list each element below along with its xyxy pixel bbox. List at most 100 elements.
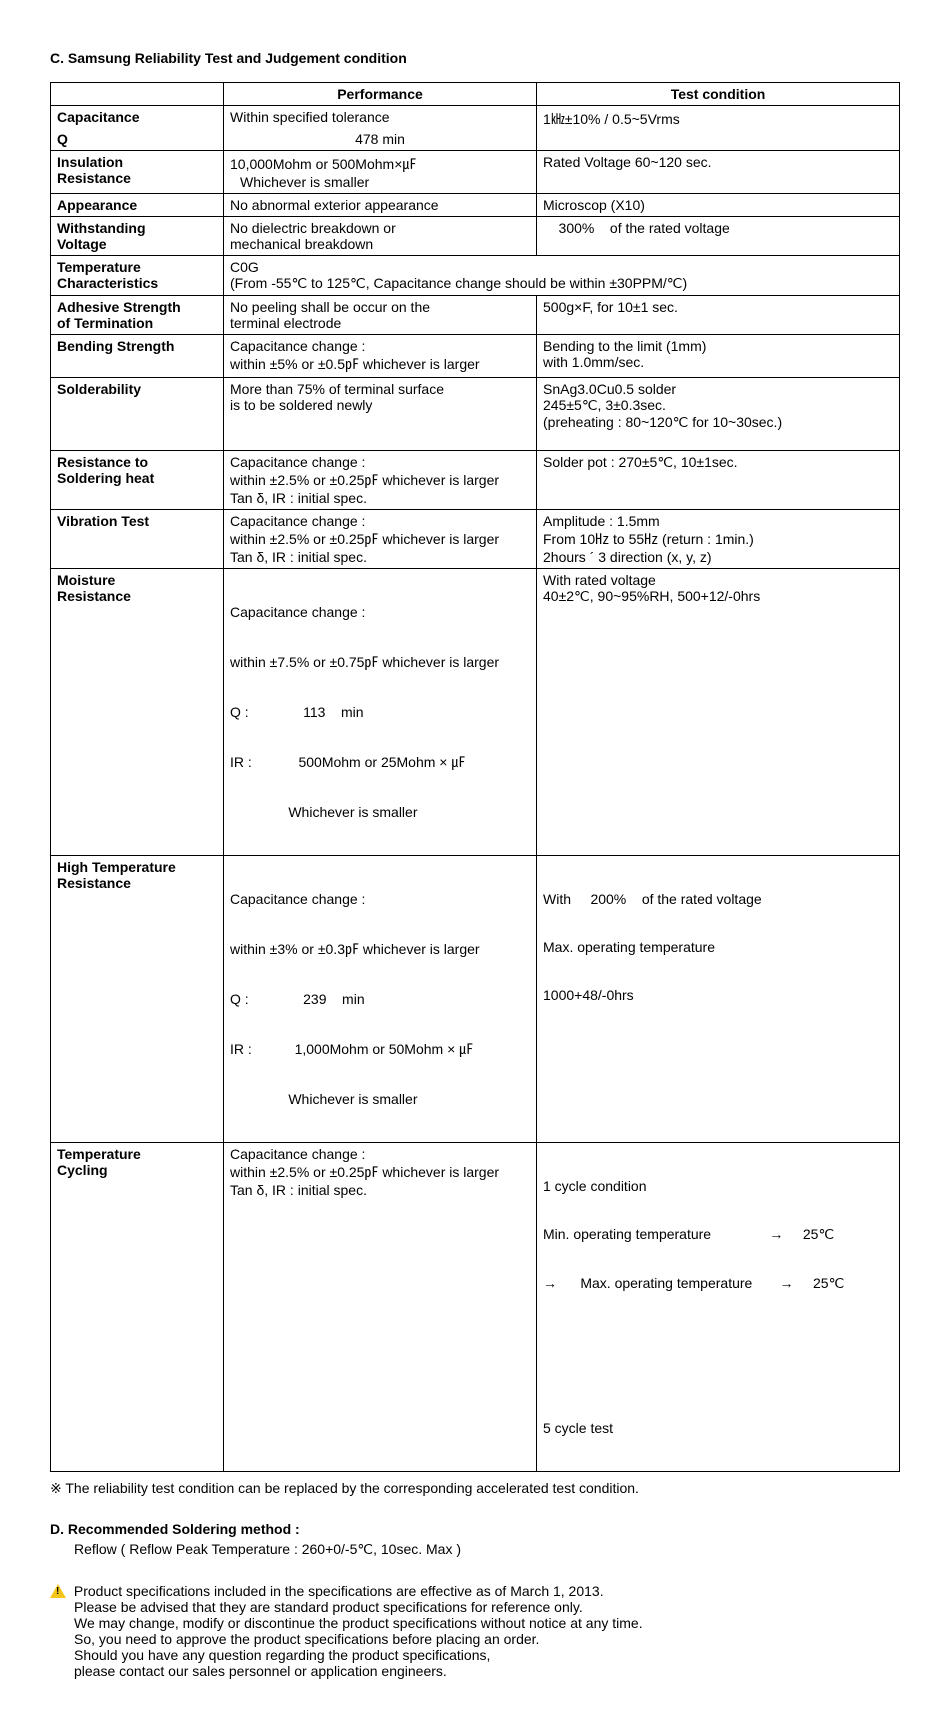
label-line: Resistance <box>57 170 217 186</box>
perf-line: Tan δ, IR : initial spec. <box>230 549 530 565</box>
test-line: 5 cycle test <box>543 1420 893 1436</box>
perf-line: Whichever is smaller <box>230 1091 530 1107</box>
test-line: with 1.0mm/sec. <box>543 354 893 370</box>
row-perf: Capacitance change : within ±3% or ±0.3㎊… <box>224 856 537 1143</box>
row-label: Vibration Test <box>51 510 224 569</box>
test-line: With 200% of the rated voltage <box>543 891 893 907</box>
row-perf: Capacitance change : within ±2.5% or ±0.… <box>224 510 537 569</box>
header-test-condition: Test condition <box>537 83 900 106</box>
row-test: Rated Voltage 60~120 sec. <box>537 151 900 194</box>
perf-line: 10,000Mohm or 500Mohm×㎌ <box>230 154 530 174</box>
test-line: From 10㎐ to 55㎐ (return : 1min.) <box>543 529 893 549</box>
row-label: Temperature Characteristics <box>51 256 224 296</box>
row-test: With rated voltage 40±2℃, 90~95%RH, 500+… <box>537 569 900 856</box>
warning-line: We may change, modify or discontinue the… <box>74 1615 900 1631</box>
label-line: Insulation <box>57 154 217 170</box>
table-row: Resistance to Soldering heat Capacitance… <box>51 451 900 510</box>
perf-line: within ±2.5% or ±0.25㎊ whichever is larg… <box>230 1162 530 1182</box>
perf-line: Tan δ, IR : initial spec. <box>230 1182 530 1198</box>
row-test: 300% of the rated voltage <box>537 217 900 256</box>
test-line: 1000+48/-0hrs <box>543 987 893 1003</box>
row-test: Microscop (X10) <box>537 194 900 217</box>
perf-line: IR : 500Mohm or 25Mohm × ㎌ <box>230 752 530 772</box>
label-line: Resistance <box>57 875 217 891</box>
table-row: Moisture Resistance Capacitance change :… <box>51 569 900 856</box>
test-line: SnAg3.0Cu0.5 solder <box>543 381 893 397</box>
row-label: Moisture Resistance <box>51 569 224 856</box>
header-performance: Performance <box>224 83 537 106</box>
header-blank <box>51 83 224 106</box>
table-row: High Temperature Resistance Capacitance … <box>51 856 900 1143</box>
perf-line: within ±3% or ±0.3㎊ whichever is larger <box>230 939 530 959</box>
label-line: Temperature <box>57 259 217 275</box>
perf-line <box>230 413 530 429</box>
label-line: Voltage <box>57 236 217 252</box>
table-row: Solderability More than 75% of terminal … <box>51 378 900 451</box>
section-d-body: Reflow ( Reflow Peak Temperature : 260+0… <box>74 1541 900 1558</box>
row-test: Solder pot : 270±5℃, 10±1sec. <box>537 451 900 510</box>
warning-text: Product specifications included in the s… <box>74 1583 604 1599</box>
table-row: Insulation Resistance 10,000Mohm or 500M… <box>51 151 900 194</box>
perf-line: Capacitance change : <box>230 891 530 907</box>
reliability-note: ※ The reliability test condition can be … <box>50 1480 900 1497</box>
table-row: Withstanding Voltage No dielectric break… <box>51 217 900 256</box>
row-label: Q <box>51 128 224 151</box>
perf-line: Capacitance change : <box>230 338 530 354</box>
row-label: Adhesive Strength of Termination <box>51 296 224 335</box>
perf-line: No peeling shall be occur on the <box>230 299 530 315</box>
row-test: Amplitude : 1.5mm From 10㎐ to 55㎐ (retur… <box>537 510 900 569</box>
warning-line: please contact our sales personnel or ap… <box>74 1663 900 1679</box>
label-line: of Termination <box>57 315 217 331</box>
warning-line: So, you need to approve the product spec… <box>74 1631 900 1647</box>
row-label: High Temperature Resistance <box>51 856 224 1143</box>
row-test: 1 cycle condition Min. operating tempera… <box>537 1143 900 1472</box>
row-perf: Capacitance change : within ±5% or ±0.5㎊… <box>224 335 537 378</box>
test-line: With rated voltage <box>543 572 893 588</box>
label-line: Soldering heat <box>57 470 217 486</box>
perf-line: mechanical breakdown <box>230 236 530 252</box>
row-test: 500g×F, for 10±1 sec. <box>537 296 900 335</box>
label-line: Temperature <box>57 1146 217 1162</box>
warning-line: Product specifications included in the s… <box>50 1582 900 1599</box>
row-perf: Capacitance change : within ±2.5% or ±0.… <box>224 1143 537 1472</box>
row-test: SnAg3.0Cu0.5 solder 245±5℃, 3±0.3sec. (p… <box>537 378 900 451</box>
perf-line: No dielectric breakdown or <box>230 220 530 236</box>
table-row: Vibration Test Capacitance change : with… <box>51 510 900 569</box>
row-label: Solderability <box>51 378 224 451</box>
table-row: Temperature Characteristics C0G (From -5… <box>51 256 900 296</box>
test-line <box>543 431 893 447</box>
perf-line: within ±7.5% or ±0.75㎊ whichever is larg… <box>230 652 530 672</box>
test-line: 1 cycle condition <box>543 1178 893 1194</box>
row-label: Insulation Resistance <box>51 151 224 194</box>
label-line: Resistance <box>57 588 217 604</box>
label-line: Characteristics <box>57 275 217 291</box>
perf-line: Capacitance change : <box>230 604 530 620</box>
table-row: Appearance No abnormal exterior appearan… <box>51 194 900 217</box>
full-line: (From -55℃ to 125℃, Capacitance change s… <box>230 275 893 292</box>
table-row: Temperature Cycling Capacitance change :… <box>51 1143 900 1472</box>
row-perf: Capacitance change : within ±2.5% or ±0.… <box>224 451 537 510</box>
section-d-title: D. Recommended Soldering method : <box>50 1521 900 1537</box>
perf-line: Capacitance change : <box>230 454 530 470</box>
test-line: Min. operating temperature → 25℃ <box>543 1226 893 1243</box>
label-line: High Temperature <box>57 859 217 875</box>
perf-line: More than 75% of terminal surface <box>230 381 530 397</box>
row-perf: More than 75% of terminal surface is to … <box>224 378 537 451</box>
perf-line: terminal electrode <box>230 315 530 331</box>
test-line: Amplitude : 1.5mm <box>543 513 893 529</box>
row-perf: No peeling shall be occur on the termina… <box>224 296 537 335</box>
perf-line <box>230 429 530 445</box>
warning-line: Please be advised that they are standard… <box>74 1599 900 1615</box>
row-label: Bending Strength <box>51 335 224 378</box>
warning-icon <box>50 1584 66 1598</box>
perf-line: Capacitance change : <box>230 513 530 529</box>
perf-line: Whichever is smaller <box>230 804 530 820</box>
perf-line: Capacitance change : <box>230 1146 530 1162</box>
section-c-title: C. Samsung Reliability Test and Judgemen… <box>50 50 900 66</box>
full-line: C0G <box>230 259 893 275</box>
warning-line: Should you have any question regarding t… <box>74 1647 900 1663</box>
row-perf: Capacitance change : within ±7.5% or ±0.… <box>224 569 537 856</box>
row-label: Temperature Cycling <box>51 1143 224 1472</box>
label-line: Resistance to <box>57 454 217 470</box>
row-label: Appearance <box>51 194 224 217</box>
